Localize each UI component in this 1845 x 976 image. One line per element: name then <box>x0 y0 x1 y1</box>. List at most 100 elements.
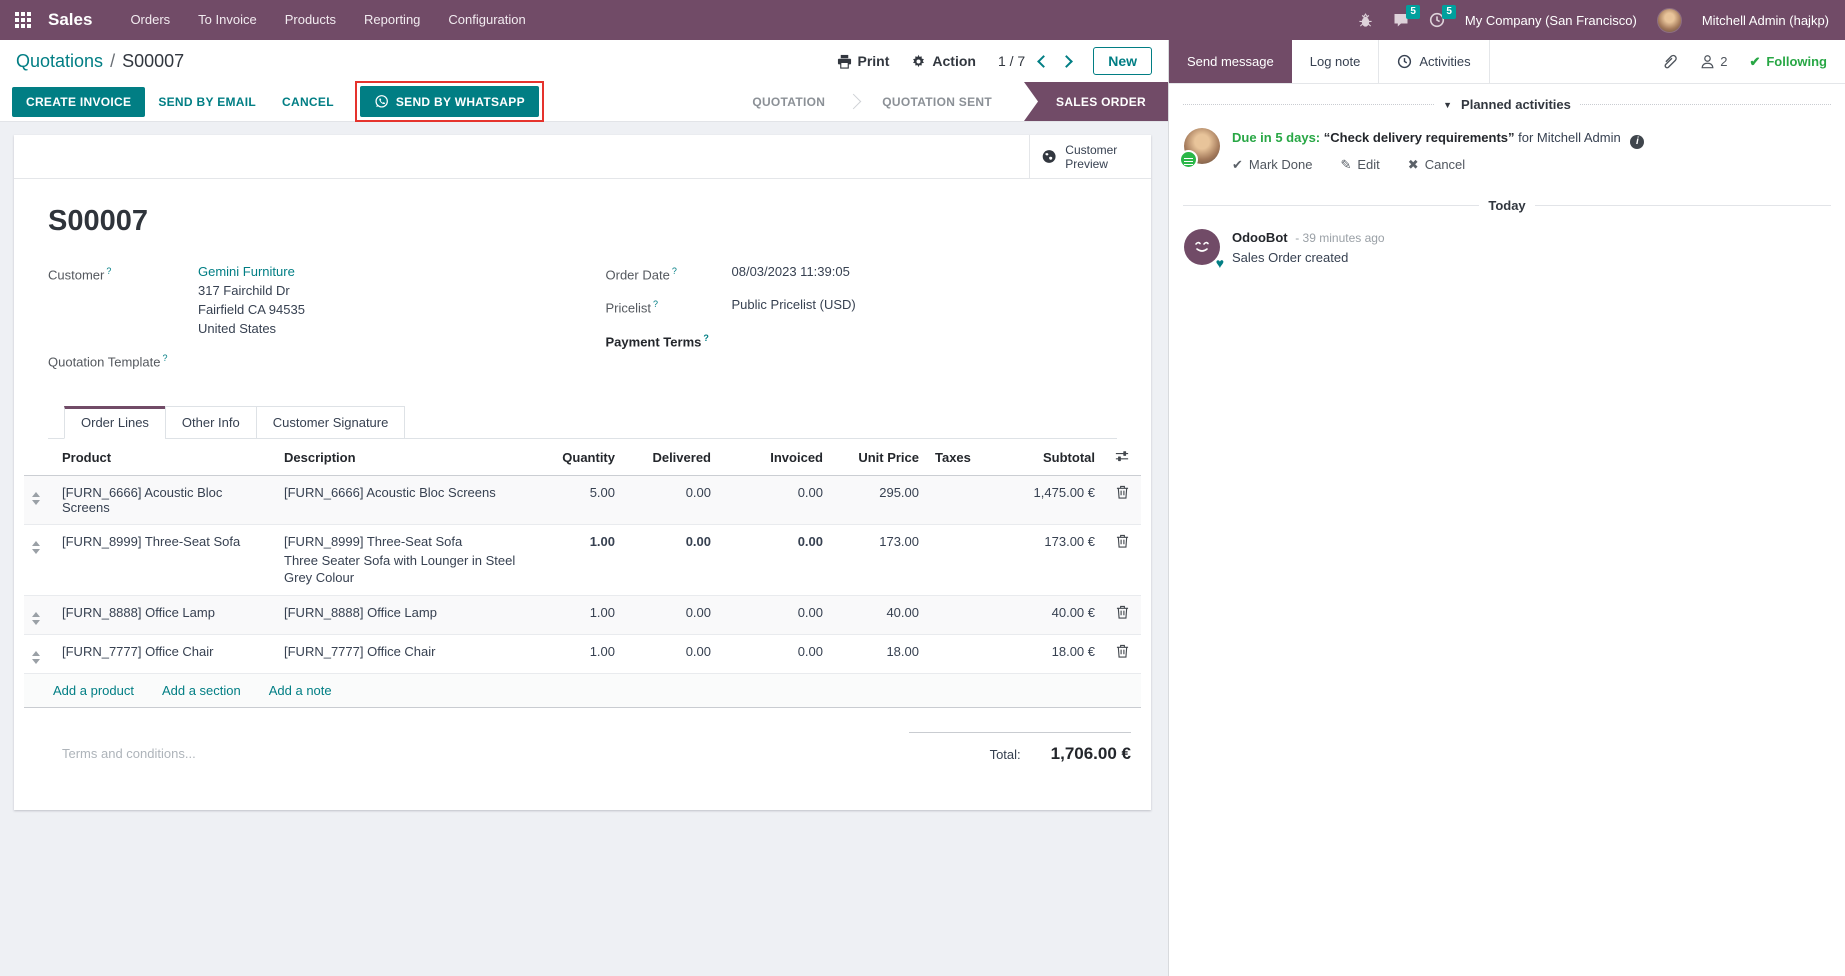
col-delivered[interactable]: Delivered <box>623 439 719 477</box>
cell-invoiced[interactable]: 0.00 <box>719 475 831 526</box>
cell-delivered[interactable]: 0.00 <box>623 524 719 597</box>
cell-quantity[interactable]: 1.00 <box>533 524 623 597</box>
pager-next-icon[interactable] <box>1060 54 1074 68</box>
delete-row-icon[interactable] <box>1116 485 1129 499</box>
activity-due: Due in 5 days: <box>1232 130 1321 145</box>
send-by-whatsapp-button[interactable]: SEND BY WHATSAPP <box>359 86 539 117</box>
optional-columns-icon[interactable] <box>1115 449 1129 463</box>
cell-taxes[interactable] <box>927 475 985 526</box>
tab-other-info[interactable]: Other Info <box>164 406 257 440</box>
cell-delivered[interactable]: 0.00 <box>623 634 719 675</box>
cell-product[interactable]: [FURN_7777] Office Chair <box>54 634 276 675</box>
terms-placeholder-input[interactable]: Terms and conditions... <box>62 746 196 762</box>
user-avatar[interactable] <box>1656 7 1682 33</box>
cell-taxes[interactable] <box>927 634 985 675</box>
planned-activities-divider[interactable]: ▼ Planned activities <box>1169 84 1845 116</box>
col-unit-price[interactable]: Unit Price <box>831 439 927 477</box>
menu-to-invoice[interactable]: To Invoice <box>198 12 257 27</box>
status-quotation[interactable]: QUOTATION <box>752 94 826 109</box>
status-quotation-sent[interactable]: QUOTATION SENT <box>882 94 993 109</box>
cell-quantity[interactable]: 1.00 <box>533 595 623 636</box>
activities-clock-icon[interactable]: 5 <box>1429 5 1456 28</box>
menu-products[interactable]: Products <box>284 12 337 27</box>
new-button[interactable]: New <box>1093 47 1152 75</box>
drag-handle-icon[interactable] <box>32 609 40 626</box>
cell-unit-price[interactable]: 295.00 <box>831 475 927 526</box>
cell-unit-price[interactable]: 18.00 <box>831 634 927 675</box>
create-invoice-button[interactable]: CREATE INVOICE <box>12 86 146 117</box>
activities-tab[interactable]: Activities <box>1379 40 1490 83</box>
col-invoiced[interactable]: Invoiced <box>719 439 831 477</box>
following-button[interactable]: ✔ Following <box>1749 53 1827 70</box>
customer-preview-button[interactable]: Customer Preview <box>1029 135 1151 178</box>
col-product[interactable]: Product <box>54 439 276 477</box>
order-line-row[interactable]: [FURN_6666] Acoustic Bloc Screens [FURN_… <box>24 475 1141 526</box>
mark-done-button[interactable]: ✔ Mark Done <box>1232 156 1313 173</box>
order-line-row[interactable]: [FURN_8888] Office Lamp [FURN_8888] Offi… <box>24 595 1141 636</box>
cell-description[interactable]: [FURN_6666] Acoustic Bloc Screens <box>276 475 533 526</box>
delete-row-icon[interactable] <box>1116 644 1129 658</box>
apps-menu-icon[interactable] <box>0 0 46 40</box>
cell-taxes[interactable] <box>927 524 985 597</box>
cell-quantity[interactable]: 5.00 <box>533 475 623 526</box>
col-subtotal[interactable]: Subtotal <box>985 439 1103 477</box>
messages-icon[interactable]: 5 <box>1393 5 1420 28</box>
user-menu[interactable]: Mitchell Admin (hajkp) <box>1701 12 1829 28</box>
cell-product[interactable]: [FURN_8888] Office Lamp <box>54 595 276 636</box>
send-message-button[interactable]: Send message <box>1169 40 1292 83</box>
attachments-button[interactable] <box>1661 53 1678 70</box>
cell-description[interactable]: [FURN_7777] Office Chair <box>276 634 533 675</box>
cell-delivered[interactable]: 0.00 <box>623 475 719 526</box>
add-note-link[interactable]: Add a note <box>268 683 332 699</box>
pricelist-value[interactable]: Public Pricelist (USD) <box>731 297 856 313</box>
edit-activity-button[interactable]: ✎ Edit <box>1340 156 1380 173</box>
cell-quantity[interactable]: 1.00 <box>533 634 623 675</box>
print-button[interactable]: Print <box>837 53 889 69</box>
col-taxes[interactable]: Taxes <box>927 439 985 477</box>
cell-description[interactable]: [FURN_8888] Office Lamp <box>276 595 533 636</box>
tab-order-lines[interactable]: Order Lines <box>64 406 166 440</box>
col-quantity[interactable]: Quantity <box>533 439 623 477</box>
cell-product[interactable]: [FURN_8999] Three-Seat Sofa <box>54 524 276 597</box>
menu-reporting[interactable]: Reporting <box>364 12 421 27</box>
cancel-button[interactable]: CANCEL <box>269 87 347 117</box>
log-note-tab[interactable]: Log note <box>1292 40 1380 83</box>
order-line-row[interactable]: [FURN_8999] Three-Seat Sofa [FURN_8999] … <box>24 524 1141 597</box>
debug-bug-icon[interactable] <box>1358 12 1373 28</box>
order-date-value[interactable]: 08/03/2023 11:39:05 <box>731 264 850 279</box>
menu-orders[interactable]: Orders <box>130 12 171 27</box>
send-by-email-button[interactable]: SEND BY EMAIL <box>145 87 269 117</box>
tab-customer-signature[interactable]: Customer Signature <box>255 406 406 440</box>
menu-configuration[interactable]: Configuration <box>448 12 526 27</box>
cancel-activity-button[interactable]: ✖ Cancel <box>1407 156 1466 173</box>
cell-invoiced[interactable]: 0.00 <box>719 595 831 636</box>
cell-description[interactable]: [FURN_8999] Three-Seat Sofa Three Seater… <box>276 524 533 597</box>
delete-row-icon[interactable] <box>1116 534 1129 548</box>
order-lines-table: Product Description Quantity Delivered I… <box>24 439 1141 675</box>
drag-handle-icon[interactable] <box>32 538 40 555</box>
delete-row-icon[interactable] <box>1116 605 1129 619</box>
cell-invoiced[interactable]: 0.00 <box>719 524 831 597</box>
info-icon[interactable]: i <box>1630 134 1645 149</box>
drag-handle-icon[interactable] <box>32 648 40 665</box>
company-switcher[interactable]: My Company (San Francisco) <box>1464 12 1637 28</box>
cell-unit-price[interactable]: 173.00 <box>831 524 927 597</box>
cell-product[interactable]: [FURN_6666] Acoustic Bloc Screens <box>54 475 276 526</box>
cell-delivered[interactable]: 0.00 <box>623 595 719 636</box>
cell-taxes[interactable] <box>927 595 985 636</box>
cell-unit-price[interactable]: 40.00 <box>831 595 927 636</box>
order-line-row[interactable]: [FURN_7777] Office Chair [FURN_7777] Off… <box>24 634 1141 675</box>
drag-handle-icon[interactable] <box>32 489 40 506</box>
pager-previous-icon[interactable] <box>1037 54 1051 68</box>
customer-value-link[interactable]: Gemini Furniture <box>198 264 295 279</box>
status-sales-order[interactable]: SALES ORDER <box>1024 82 1168 121</box>
cell-invoiced[interactable]: 0.00 <box>719 634 831 675</box>
action-button[interactable]: Action <box>911 53 976 69</box>
add-section-link[interactable]: Add a section <box>161 683 241 699</box>
followers-button[interactable]: 2 <box>1700 54 1727 69</box>
breadcrumb-quotations[interactable]: Quotations <box>16 50 104 71</box>
col-description[interactable]: Description <box>276 439 533 477</box>
app-name[interactable]: Sales <box>48 10 93 29</box>
message-author[interactable]: OdooBot <box>1232 229 1288 245</box>
add-product-link[interactable]: Add a product <box>53 683 134 699</box>
